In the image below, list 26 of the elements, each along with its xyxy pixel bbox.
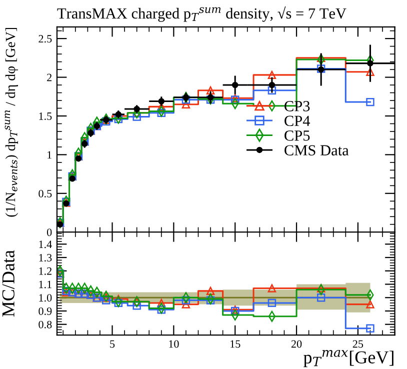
y-tick-label: 2 [47, 74, 52, 82]
y-tick-label: 0.8 [38, 320, 52, 328]
legend-label: CP3 [284, 101, 310, 112]
y-tick-label: 1.0 [39, 294, 52, 302]
y-axis-title: (1/N$_{events}$) dp$_{T}$$^{sum}$ / dη dφ [GeV] [4, 28, 18, 217]
x-tick-label: 10 [169, 340, 179, 348]
y-tick-label: 1.5 [39, 112, 52, 120]
x-tick-label: 20 [291, 340, 302, 348]
y-tick-label: 0 [46, 228, 52, 236]
y-tick-label: 1.4 [39, 240, 52, 248]
legend-label: CP4 [284, 116, 310, 126]
y-tick-label: 1.1 [39, 280, 52, 288]
y-tick-label: 2.5 [38, 35, 52, 43]
x-axis-title: p$_{T}$$^{max}$[GeV] [304, 350, 394, 368]
y-axis-title: MC/Data [2, 250, 14, 317]
y-tick-label: 1.2 [39, 267, 52, 275]
legend-label: CMS Data [284, 145, 349, 156]
x-tick-label: 15 [230, 340, 240, 348]
x-tick-label: 25 [352, 340, 364, 348]
y-tick-label: 1.3 [39, 254, 52, 262]
chart-title: TransMAX charged p$_{T}$$^{sum}$ density, √s = 7 TeV [57, 6, 346, 22]
x-tick-label: 5 [110, 340, 115, 348]
y-tick-label: 1 [48, 151, 52, 159]
y-tick-label: 0.5 [38, 190, 52, 198]
legend-label: CP5 [284, 130, 310, 141]
y-tick-label: 0.9 [38, 307, 52, 315]
